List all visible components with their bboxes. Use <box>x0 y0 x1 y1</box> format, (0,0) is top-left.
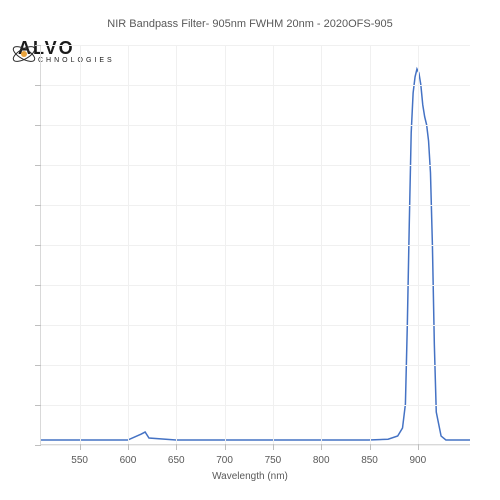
y-tick <box>35 325 41 326</box>
x-tick-label: 600 <box>120 455 137 466</box>
x-tick <box>273 444 274 450</box>
gridline-h <box>41 125 470 126</box>
y-tick <box>35 365 41 366</box>
gridline-v <box>273 45 274 444</box>
gridline-v <box>225 45 226 444</box>
logo-mark-icon <box>10 40 38 68</box>
gridline-h <box>41 285 470 286</box>
gridline-h <box>41 405 470 406</box>
gridline-h <box>41 165 470 166</box>
y-tick <box>35 205 41 206</box>
x-tick <box>225 444 226 450</box>
x-tick-label: 800 <box>313 455 330 466</box>
y-tick <box>35 125 41 126</box>
x-tick-label: 650 <box>168 455 185 466</box>
y-tick <box>35 405 41 406</box>
gridline-h <box>41 365 470 366</box>
y-tick <box>35 245 41 246</box>
x-tick <box>321 444 322 450</box>
x-tick <box>418 444 419 450</box>
chart-title: NIR Bandpass Filter- 905nm FWHM 20nm - 2… <box>0 18 500 30</box>
y-tick <box>35 45 41 46</box>
gridline-h <box>41 85 470 86</box>
y-tick <box>35 445 41 446</box>
gridline-v <box>321 45 322 444</box>
x-tick-label: 850 <box>361 455 378 466</box>
y-tick <box>35 285 41 286</box>
x-tick-label: 550 <box>71 455 88 466</box>
gridline-h <box>41 45 470 46</box>
gridline-h <box>41 245 470 246</box>
chart-container: NIR Bandpass Filter- 905nm FWHM 20nm - 2… <box>0 0 500 500</box>
x-tick <box>370 444 371 450</box>
gridline-v <box>370 45 371 444</box>
gridline-h <box>41 205 470 206</box>
x-tick-label: 750 <box>265 455 282 466</box>
gridline-v <box>176 45 177 444</box>
x-tick <box>176 444 177 450</box>
gridline-h <box>41 445 470 446</box>
y-tick <box>35 85 41 86</box>
gridline-v <box>128 45 129 444</box>
x-tick <box>80 444 81 450</box>
x-tick-label: 700 <box>216 455 233 466</box>
x-tick <box>128 444 129 450</box>
plot-area: 550600650700750800850900 <box>40 45 470 445</box>
gridline-h <box>41 325 470 326</box>
gridline-v <box>418 45 419 444</box>
y-tick <box>35 165 41 166</box>
x-axis-label: Wavelength (nm) <box>0 471 500 482</box>
gridline-v <box>80 45 81 444</box>
x-tick-label: 900 <box>410 455 427 466</box>
